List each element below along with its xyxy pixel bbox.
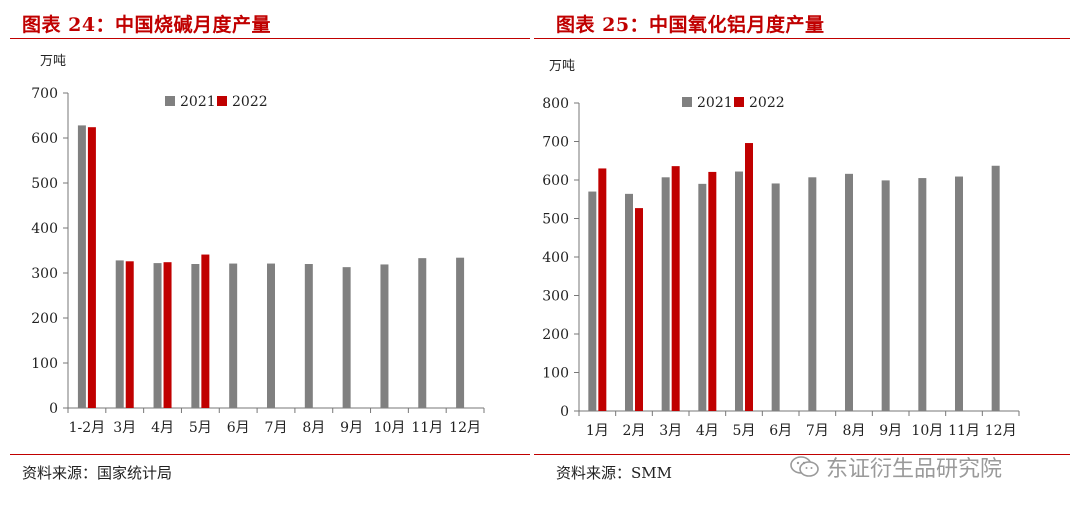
left-y-tick-label: 400 bbox=[31, 221, 58, 237]
right-x-tick-label: 9月 bbox=[879, 423, 902, 439]
left-bar-2022-5月 bbox=[201, 254, 210, 408]
right-bar-2021-7月 bbox=[808, 177, 817, 411]
left-x-tick-label: 6月 bbox=[227, 420, 250, 436]
left-y-tick-label: 700 bbox=[31, 86, 58, 102]
left-y-tick-label: 0 bbox=[49, 401, 58, 417]
right-x-tick-label: 3月 bbox=[659, 423, 682, 439]
right-bar-2022-1月 bbox=[598, 168, 607, 411]
left-x-tick-label: 12月 bbox=[449, 420, 481, 436]
left-chart-title: 图表 24：中国烧碱月度产量 bbox=[22, 14, 272, 36]
left-x-tick-label: 3月 bbox=[113, 420, 136, 436]
left-bar-2021-3月 bbox=[115, 260, 124, 408]
right-bar-2021-10月 bbox=[918, 178, 927, 411]
right-y-tick-label: 500 bbox=[542, 212, 569, 228]
right-y-tick-label: 400 bbox=[542, 250, 569, 266]
right-y-tick-label: 100 bbox=[542, 366, 569, 382]
left-bar-2022-1-2月 bbox=[87, 127, 96, 408]
right-x-tick-label: 2月 bbox=[623, 423, 646, 439]
left-bar-2022-4月 bbox=[163, 262, 172, 408]
left-bar-2021-9月 bbox=[342, 267, 351, 408]
right-bar-chart: 万吨 0 100 200 300 400 500 600 700 800 1月 2月 3月 4月 5月 6月 7… bbox=[542, 59, 1020, 439]
left-title-rule bbox=[10, 38, 530, 39]
right-bar-2021-11月 bbox=[955, 176, 963, 411]
right-bar-2021-9月 bbox=[881, 180, 890, 411]
right-y-tick-label: 700 bbox=[542, 135, 569, 151]
left-legend-swatch-2021 bbox=[165, 96, 175, 106]
left-bar-2021-6月 bbox=[229, 263, 238, 408]
left-y-tick-label: 200 bbox=[31, 311, 58, 327]
right-x-tick-label: 10月 bbox=[911, 423, 943, 439]
right-bar-2021-2月 bbox=[625, 193, 633, 411]
right-bar-2022-5月 bbox=[745, 143, 753, 411]
left-x-tick-label: 8月 bbox=[302, 420, 325, 436]
right-x-tick-label: 11月 bbox=[948, 423, 980, 439]
right-x-tick-label: 8月 bbox=[843, 423, 866, 439]
left-y-tick-label: 600 bbox=[31, 131, 58, 147]
left-bar-2021-7月 bbox=[267, 263, 275, 408]
left-y-axis-label: 万吨 bbox=[40, 54, 66, 69]
left-x-tick-label: 7月 bbox=[265, 420, 288, 436]
left-x-tick-label: 4月 bbox=[151, 420, 174, 436]
left-bar-2021-4月 bbox=[153, 263, 162, 408]
left-chart-panel: 图表 24：中国烧碱月度产量 万吨 0 100 200 300 400 500 600 700 1… bbox=[10, 14, 530, 482]
left-x-tick-label: 11月 bbox=[411, 420, 443, 436]
right-x-tick-label: 7月 bbox=[806, 423, 829, 439]
left-source-rule bbox=[10, 454, 530, 455]
left-chart-source: 资料来源：国家统计局 bbox=[22, 464, 173, 482]
right-bar-2021-5月 bbox=[735, 171, 743, 411]
left-y-tick-label: 300 bbox=[31, 266, 58, 282]
left-x-tick-label: 10月 bbox=[374, 420, 406, 436]
right-legend-swatch-2022 bbox=[734, 97, 744, 107]
right-title-rule bbox=[534, 38, 1070, 39]
right-bar-2021-6月 bbox=[771, 183, 780, 411]
left-legend-label-2022: 2022 bbox=[232, 94, 268, 110]
right-legend-label-2021: 2021 bbox=[697, 95, 733, 111]
left-bar-2021-10月 bbox=[380, 264, 389, 408]
right-bar-2021-8月 bbox=[845, 173, 853, 411]
right-legend-swatch-2021 bbox=[682, 97, 692, 107]
left-bar-2021-11月 bbox=[418, 258, 427, 408]
left-legend-label-2021: 2021 bbox=[180, 94, 216, 110]
right-bar-2021-4月 bbox=[698, 183, 707, 411]
right-bar-2021-12月 bbox=[991, 165, 1000, 411]
right-y-tick-label: 800 bbox=[542, 96, 569, 112]
right-source-rule bbox=[534, 454, 1070, 455]
right-bar-2022-4月 bbox=[708, 171, 717, 411]
left-bar-2021-12月 bbox=[456, 257, 465, 408]
right-x-tick-label: 1月 bbox=[586, 423, 609, 439]
left-x-tick-label: 5月 bbox=[189, 420, 212, 436]
right-chart-panel: 图表 25：中国氧化铝月度产量 万吨 0 100 200 300 400 500 600 700… bbox=[534, 0, 1080, 512]
right-bar-2022-2月 bbox=[635, 208, 643, 411]
left-bar-2021-8月 bbox=[304, 264, 313, 408]
right-chart-source: 资料来源：SMM bbox=[556, 464, 672, 482]
right-x-tick-label: 5月 bbox=[733, 423, 756, 439]
left-bar-2022-3月 bbox=[125, 261, 134, 408]
right-bar-2021-3月 bbox=[661, 177, 670, 411]
right-x-tick-label: 12月 bbox=[985, 423, 1017, 439]
left-legend-swatch-2022 bbox=[217, 96, 227, 106]
right-y-axis-label: 万吨 bbox=[549, 59, 575, 74]
left-x-tick-label: 1-2月 bbox=[69, 420, 106, 436]
right-bar-2022-3月 bbox=[671, 166, 680, 411]
watermark: 东证衍生品研究院 bbox=[790, 450, 1002, 484]
watermark-text: 东证衍生品研究院 bbox=[826, 457, 1003, 482]
left-bar-chart: 万吨 0 100 200 300 400 500 600 700 1-2月 3月 4月 5月 6月 7月 8月… bbox=[31, 54, 485, 436]
right-y-tick-label: 200 bbox=[542, 327, 569, 343]
left-y-tick-label: 100 bbox=[31, 356, 58, 372]
right-x-tick-label: 4月 bbox=[696, 423, 719, 439]
right-y-tick-label: 0 bbox=[560, 404, 569, 420]
left-bar-2021-5月 bbox=[191, 264, 200, 408]
left-y-tick-label: 500 bbox=[31, 176, 58, 192]
right-y-tick-label: 600 bbox=[542, 173, 569, 189]
right-bar-2021-1月 bbox=[588, 191, 597, 411]
wechat-icon bbox=[790, 455, 820, 479]
right-chart-title: 图表 25：中国氧化铝月度产量 bbox=[556, 14, 825, 36]
right-y-tick-label: 300 bbox=[542, 289, 569, 305]
left-bar-2021-1-2月 bbox=[77, 125, 86, 409]
right-x-tick-label: 6月 bbox=[769, 423, 792, 439]
left-x-tick-label: 9月 bbox=[340, 420, 363, 436]
right-legend-label-2022: 2022 bbox=[749, 95, 785, 111]
